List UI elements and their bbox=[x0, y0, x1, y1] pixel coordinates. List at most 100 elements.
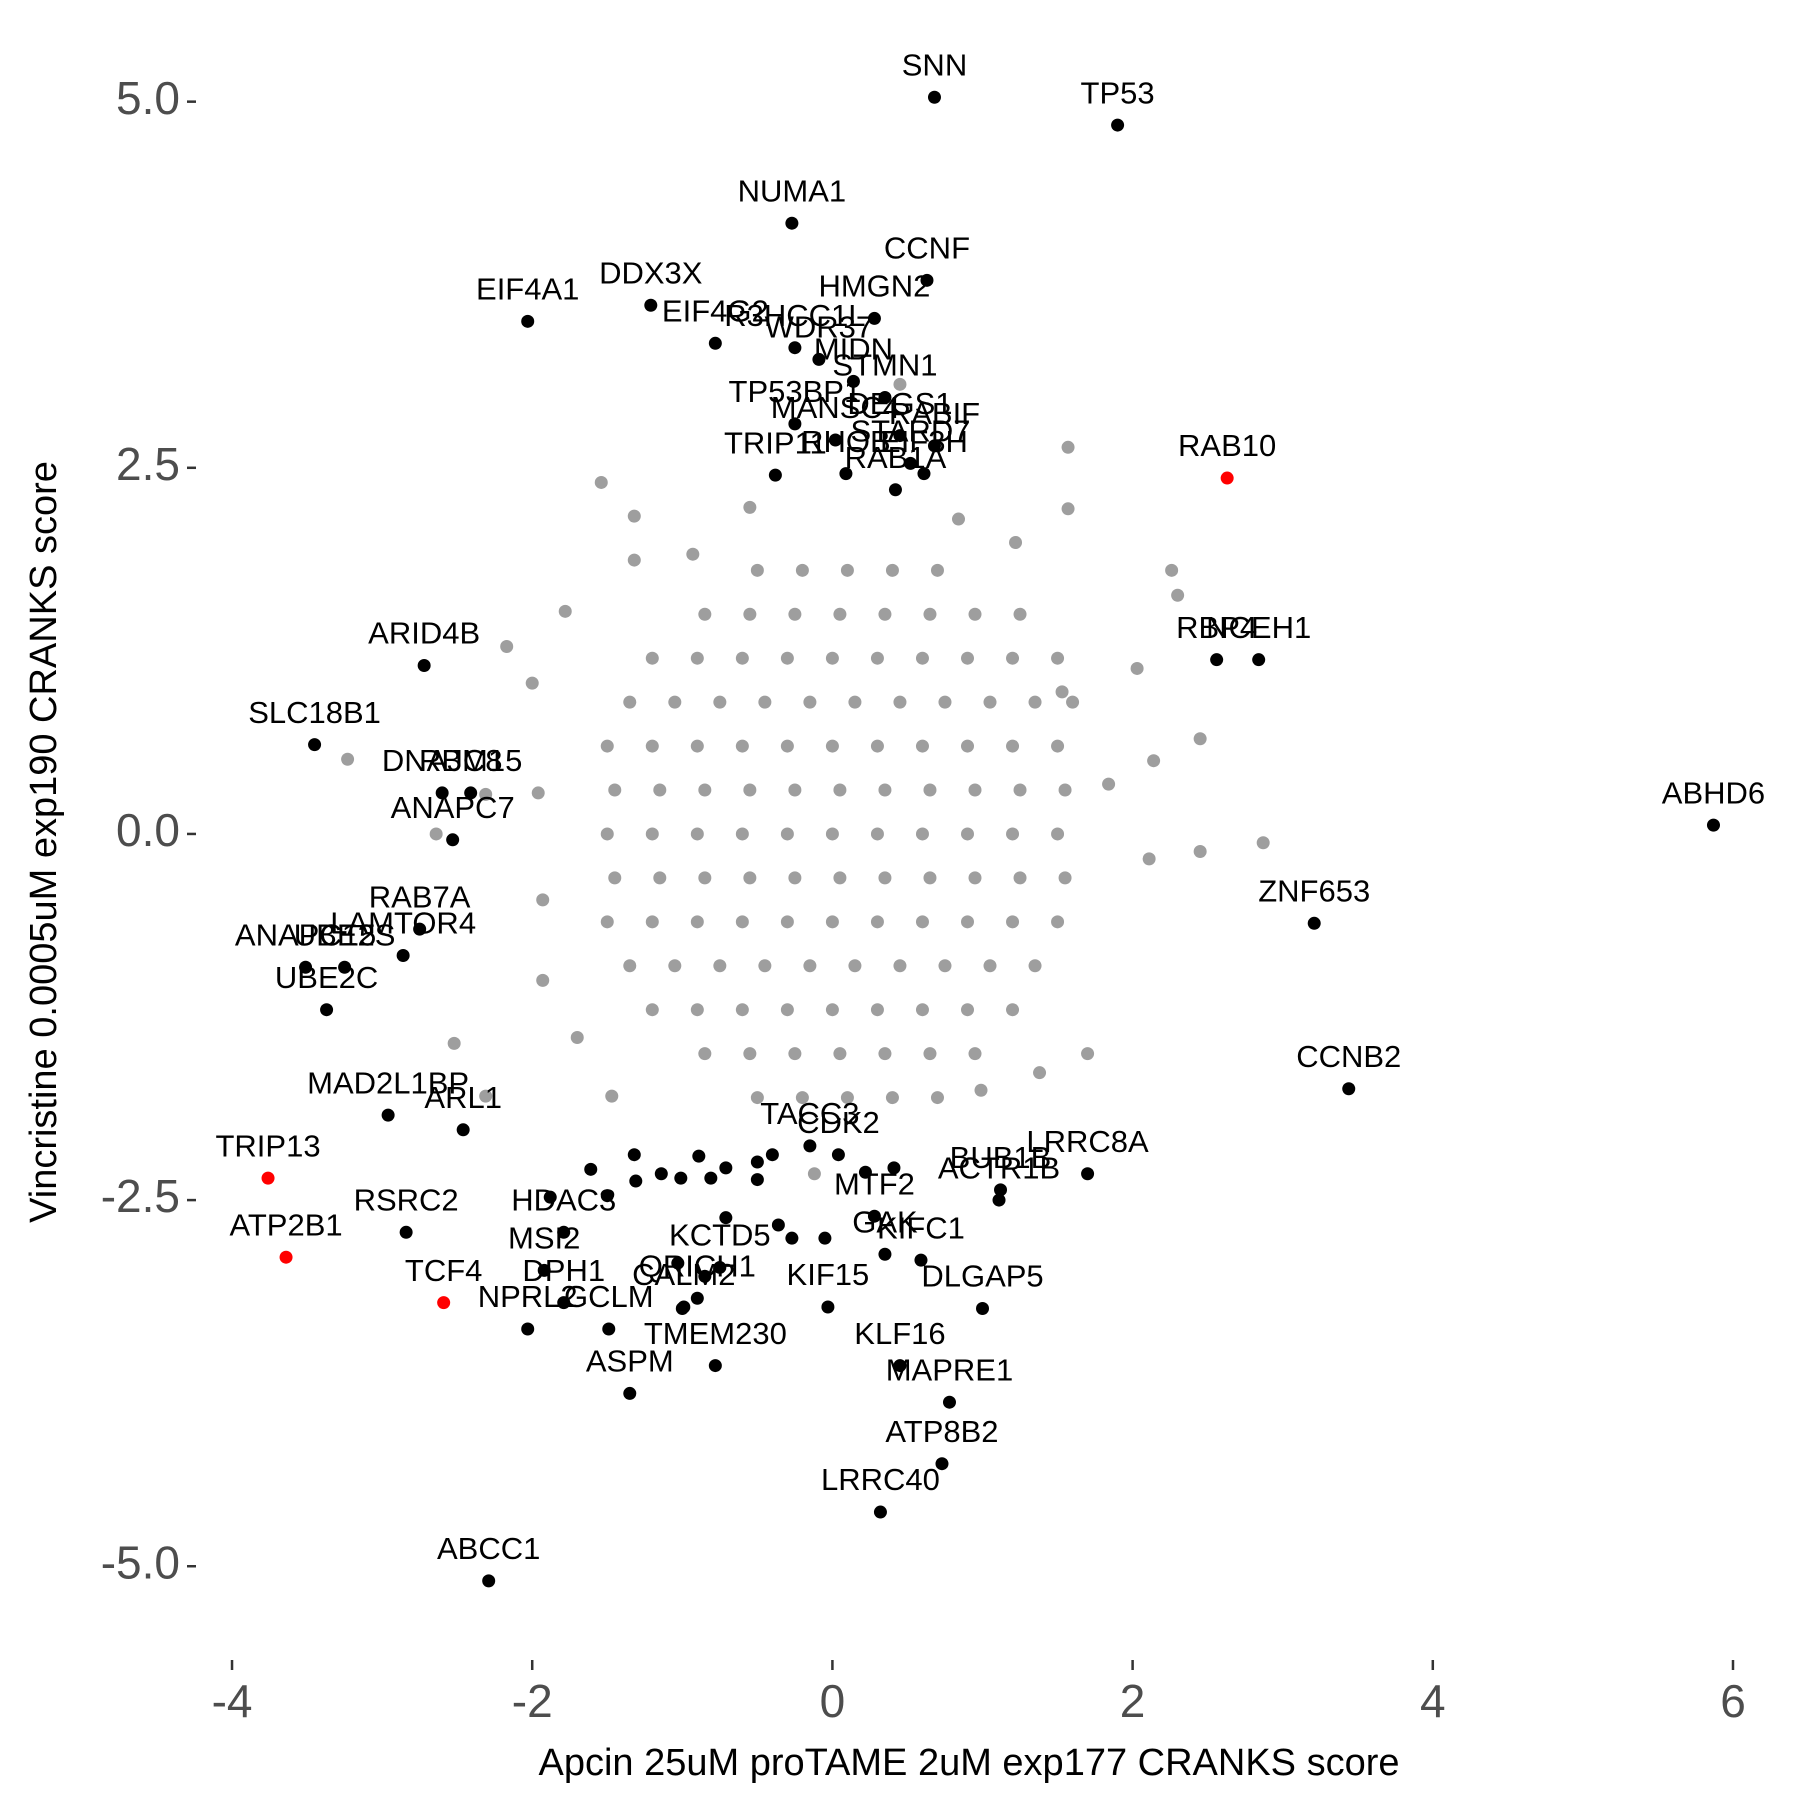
point bbox=[479, 787, 493, 801]
point bbox=[750, 563, 764, 577]
point bbox=[645, 739, 659, 753]
point bbox=[893, 377, 907, 391]
point-label: TMEM230 bbox=[644, 1316, 787, 1351]
point bbox=[1193, 845, 1207, 859]
point bbox=[500, 639, 514, 653]
point bbox=[878, 1047, 892, 1061]
point bbox=[447, 1036, 461, 1050]
point bbox=[623, 959, 637, 973]
point bbox=[1102, 777, 1116, 791]
point bbox=[885, 563, 899, 577]
point-label: KIFC1 bbox=[877, 1210, 965, 1245]
point bbox=[914, 1253, 928, 1267]
point-label: RABIF bbox=[889, 396, 980, 431]
point bbox=[994, 1183, 1008, 1197]
point bbox=[446, 833, 460, 847]
point bbox=[608, 783, 622, 797]
point bbox=[758, 959, 772, 973]
point bbox=[1006, 739, 1020, 753]
point-label: ASPM bbox=[586, 1344, 674, 1379]
point-label: ANAPC15 bbox=[235, 917, 376, 952]
point bbox=[878, 390, 892, 404]
point bbox=[525, 676, 539, 690]
point bbox=[608, 871, 622, 885]
point bbox=[878, 1247, 892, 1261]
point bbox=[942, 1395, 956, 1409]
point-label: RAB1A bbox=[845, 440, 947, 475]
point bbox=[795, 1091, 809, 1105]
point bbox=[743, 500, 757, 514]
y-tick-label: -5.0 bbox=[101, 1536, 180, 1588]
point bbox=[833, 871, 847, 885]
point bbox=[923, 871, 937, 885]
point bbox=[1220, 471, 1234, 485]
point bbox=[968, 1047, 982, 1061]
point bbox=[893, 1359, 907, 1373]
point bbox=[690, 915, 704, 929]
point bbox=[429, 827, 443, 841]
point bbox=[600, 1189, 614, 1203]
point-label: NUMA1 bbox=[738, 173, 847, 208]
point-label: RSRC2 bbox=[354, 1182, 459, 1217]
point bbox=[600, 739, 614, 753]
point-label: ANAPC7 bbox=[391, 790, 515, 825]
point bbox=[795, 563, 809, 577]
point-label: ARL1 bbox=[424, 1080, 502, 1115]
point bbox=[858, 1165, 872, 1179]
point bbox=[537, 1263, 551, 1277]
point bbox=[870, 651, 884, 665]
point bbox=[821, 1300, 835, 1314]
point bbox=[557, 1225, 571, 1239]
point bbox=[983, 695, 997, 709]
point bbox=[976, 1301, 990, 1315]
point-label: RHOB bbox=[801, 424, 891, 459]
point bbox=[743, 607, 757, 621]
point bbox=[698, 871, 712, 885]
point bbox=[870, 827, 884, 841]
point bbox=[713, 1260, 727, 1274]
point bbox=[627, 509, 641, 523]
point bbox=[1142, 852, 1156, 866]
point bbox=[417, 659, 431, 673]
point bbox=[668, 959, 682, 973]
point bbox=[840, 1091, 854, 1105]
point bbox=[1006, 1003, 1020, 1017]
point bbox=[1130, 661, 1144, 675]
point bbox=[788, 341, 802, 355]
point bbox=[920, 273, 934, 287]
point-label: TRIP11 bbox=[724, 425, 827, 460]
point bbox=[623, 695, 637, 709]
y-tick-label: 0.0 bbox=[116, 804, 180, 856]
point-label: DLGAP5 bbox=[921, 1259, 1043, 1294]
point-label: R3HCC1L bbox=[724, 298, 865, 333]
point bbox=[1006, 651, 1020, 665]
point bbox=[629, 1174, 643, 1188]
point bbox=[983, 959, 997, 973]
point-label: STARD7 bbox=[850, 414, 970, 449]
point bbox=[915, 651, 929, 665]
point bbox=[825, 739, 839, 753]
point bbox=[381, 1108, 395, 1122]
point bbox=[627, 553, 641, 567]
point bbox=[923, 783, 937, 797]
point bbox=[848, 695, 862, 709]
point bbox=[867, 1209, 881, 1223]
point bbox=[341, 752, 355, 766]
point bbox=[903, 456, 917, 470]
point bbox=[839, 467, 853, 481]
point bbox=[686, 547, 700, 561]
y-tick-label: 2.5 bbox=[116, 438, 180, 490]
point-label: LAMTOR4 bbox=[330, 906, 476, 941]
point bbox=[825, 915, 839, 929]
x-tick-label: 4 bbox=[1420, 1675, 1446, 1727]
point-label: HDAC3 bbox=[511, 1182, 616, 1217]
point bbox=[735, 739, 749, 753]
point bbox=[674, 1171, 688, 1185]
point bbox=[780, 915, 794, 929]
point-label: MIDN bbox=[814, 332, 893, 367]
point bbox=[833, 783, 847, 797]
point bbox=[960, 915, 974, 929]
point bbox=[825, 827, 839, 841]
point-label: MAPRE1 bbox=[886, 1352, 1013, 1387]
